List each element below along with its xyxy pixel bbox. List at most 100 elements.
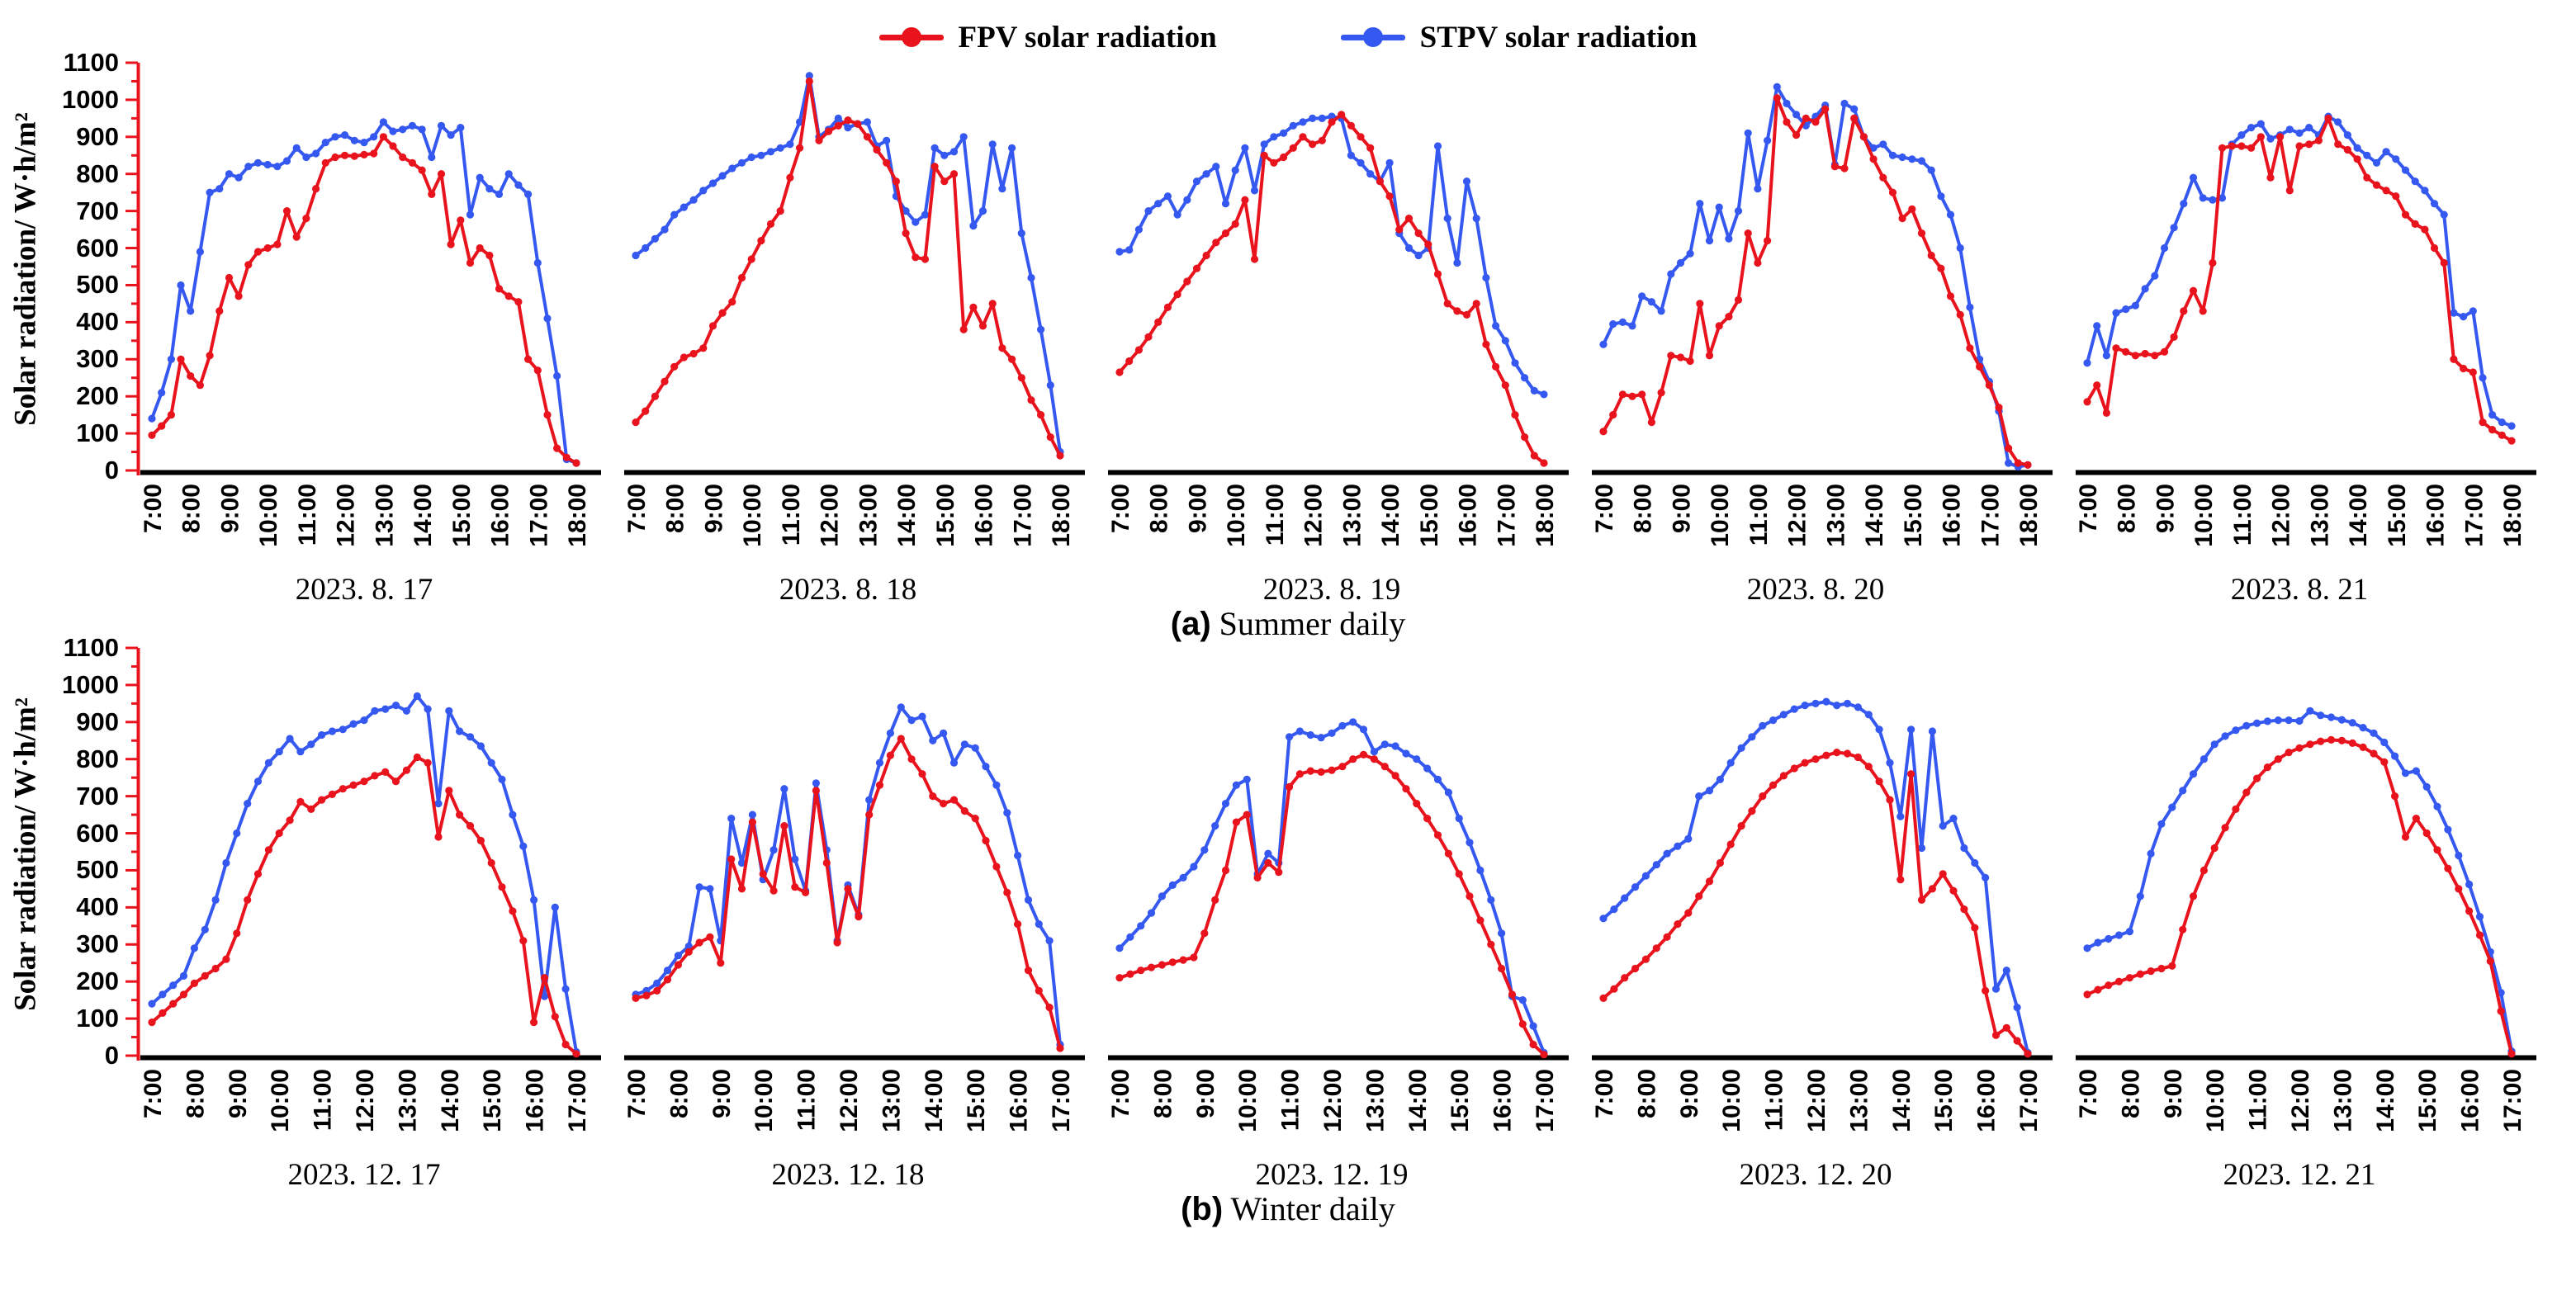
fpv-point bbox=[2422, 829, 2431, 838]
fpv-point bbox=[1275, 868, 1283, 877]
fpv-point bbox=[940, 177, 949, 186]
x-tick-label: 12:00 bbox=[333, 484, 360, 547]
stpv-point bbox=[1764, 136, 1772, 144]
fpv-point bbox=[2382, 187, 2390, 195]
stpv-point bbox=[339, 725, 347, 734]
fpv-point bbox=[1125, 357, 1134, 366]
stpv-point bbox=[1956, 243, 1964, 253]
stpv-point bbox=[1744, 129, 1752, 137]
fpv-point bbox=[2327, 735, 2336, 744]
fpv-line bbox=[1602, 750, 2029, 1056]
fpv-point bbox=[2005, 444, 2013, 452]
fpv-point bbox=[1250, 255, 1259, 263]
x-tick-label: 15:00 bbox=[1930, 1069, 1958, 1132]
stpv-point bbox=[2274, 716, 2282, 725]
fpv-point bbox=[1631, 964, 1640, 973]
fpv-point bbox=[2002, 1023, 2010, 1032]
stpv-point bbox=[978, 207, 987, 215]
fpv-point bbox=[428, 190, 436, 198]
fpv-point bbox=[1498, 964, 1506, 973]
fpv-point bbox=[2083, 990, 2091, 999]
y-tick-label: 300 bbox=[76, 929, 119, 959]
stpv-point bbox=[341, 131, 349, 139]
caption-summer: (a) Summer daily bbox=[1170, 605, 1406, 642]
fpv-point bbox=[796, 144, 804, 152]
fpv-point bbox=[1270, 158, 1278, 167]
fpv-point bbox=[959, 325, 968, 333]
stpv-point bbox=[2114, 931, 2124, 939]
stpv-point bbox=[1864, 711, 1873, 719]
x-tick-label: 10:00 bbox=[1718, 1069, 1745, 1132]
fpv-point bbox=[1466, 892, 1474, 900]
stpv-point bbox=[1946, 210, 1955, 219]
fpv-point bbox=[1937, 264, 1945, 272]
x-tick-label: 16:00 bbox=[1455, 484, 1482, 547]
stpv-point bbox=[1317, 734, 1325, 742]
stpv-point bbox=[381, 705, 390, 713]
y-tick-label: 600 bbox=[76, 233, 119, 262]
fpv-point bbox=[1843, 749, 1852, 758]
stpv-point bbox=[2131, 301, 2139, 310]
x-tick-label: 9:00 bbox=[225, 1069, 252, 1118]
x-tick-label: 7:00 bbox=[2075, 1069, 2102, 1118]
fpv-point bbox=[2440, 258, 2448, 267]
fpv-point bbox=[2160, 347, 2169, 356]
fpv-point bbox=[2179, 925, 2187, 933]
stpv-point bbox=[533, 258, 542, 267]
stpv-point bbox=[402, 707, 410, 715]
fpv-series bbox=[632, 735, 1064, 1052]
fpv-point bbox=[998, 344, 1006, 352]
fpv-point bbox=[2479, 418, 2487, 427]
fpv-point bbox=[1917, 229, 1926, 238]
fpv-point bbox=[1212, 239, 1220, 247]
stpv-point bbox=[791, 855, 799, 863]
chart-panel-2023-12-18: 7:00 8:00 9:00 10:00 11:00 12:00 13:00 14:00 15:… bbox=[623, 648, 1108, 1196]
stpv-point bbox=[148, 1000, 156, 1008]
stpv-point bbox=[1260, 140, 1268, 149]
fpv-point bbox=[2363, 173, 2371, 182]
x-tick-label: 13:00 bbox=[1845, 1069, 1873, 1132]
fpv-line bbox=[1118, 112, 1546, 465]
fpv-point bbox=[2295, 744, 2304, 752]
fpv-point bbox=[1833, 749, 1841, 757]
stpv-point bbox=[674, 952, 682, 960]
fpv-point bbox=[381, 768, 390, 776]
stpv-point bbox=[2209, 196, 2217, 204]
stpv-point bbox=[1896, 812, 1905, 820]
stpv-point bbox=[1501, 337, 1509, 345]
y-tick-label: 1000 bbox=[62, 669, 119, 699]
x-tick-label: 8:00 bbox=[1633, 1069, 1660, 1118]
fpv-point bbox=[1869, 155, 1878, 163]
x-tick-label: 10:00 bbox=[267, 1069, 294, 1132]
date-label: 2023. 12. 21 bbox=[2223, 1158, 2376, 1192]
stpv-point bbox=[940, 729, 948, 737]
fpv-point bbox=[1035, 986, 1043, 995]
fpv-point bbox=[1183, 277, 1191, 286]
stpv-point bbox=[1221, 200, 1230, 208]
y-tick-label: 500 bbox=[76, 855, 119, 885]
stpv-point bbox=[1179, 873, 1187, 881]
fpv-point bbox=[2122, 347, 2130, 356]
x-tick-label: 16:00 bbox=[1939, 484, 1966, 547]
fpv-point bbox=[1864, 763, 1873, 771]
fpv-point bbox=[1144, 333, 1153, 341]
y-tick-label: 0 bbox=[104, 1041, 119, 1070]
x-tick-label: 16:00 bbox=[1006, 1069, 1033, 1132]
x-tick-label: 11:00 bbox=[778, 484, 805, 546]
fpv-point bbox=[1792, 131, 1801, 139]
fpv-point bbox=[812, 787, 820, 795]
stpv-point bbox=[2460, 313, 2468, 321]
y-tick-label: 100 bbox=[76, 418, 119, 448]
stpv-point bbox=[2242, 721, 2251, 730]
fpv-point bbox=[1487, 940, 1495, 948]
fpv-point bbox=[1850, 114, 1859, 122]
stpv-point bbox=[918, 712, 926, 721]
fpv-point bbox=[1663, 933, 1671, 941]
stpv-point bbox=[1414, 251, 1423, 260]
stpv-point bbox=[2411, 177, 2419, 186]
fpv-point bbox=[1232, 818, 1240, 826]
stpv-point bbox=[1190, 863, 1198, 871]
fpv-point bbox=[514, 298, 523, 306]
fpv-series bbox=[2083, 735, 2516, 1058]
stpv-point bbox=[1725, 234, 1733, 243]
